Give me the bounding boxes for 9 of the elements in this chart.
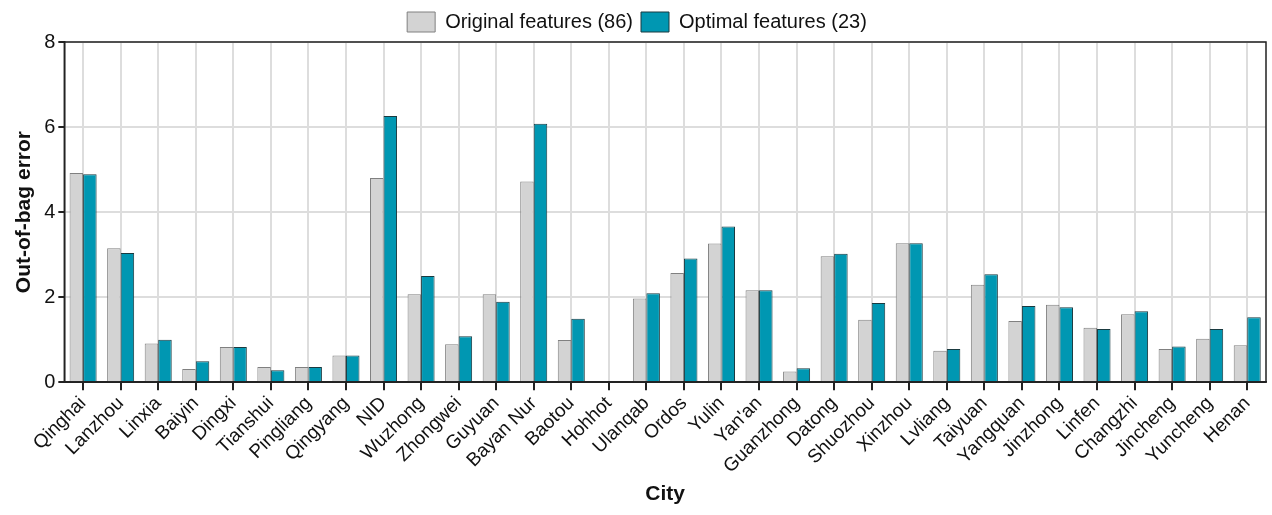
x-axis-title: City [645,481,686,505]
y-tick-label: 8 [44,29,56,52]
legend-label: Optimal features (23) [679,9,867,32]
y-tick-label: 6 [44,114,56,137]
legend-label: Original features (86) [445,9,634,32]
y-axis-title: Out-of-bag error [11,131,35,294]
y-tick-label: 4 [44,199,56,222]
y-tick-label: 2 [44,284,56,307]
y-tick-label: 0 [44,369,56,392]
